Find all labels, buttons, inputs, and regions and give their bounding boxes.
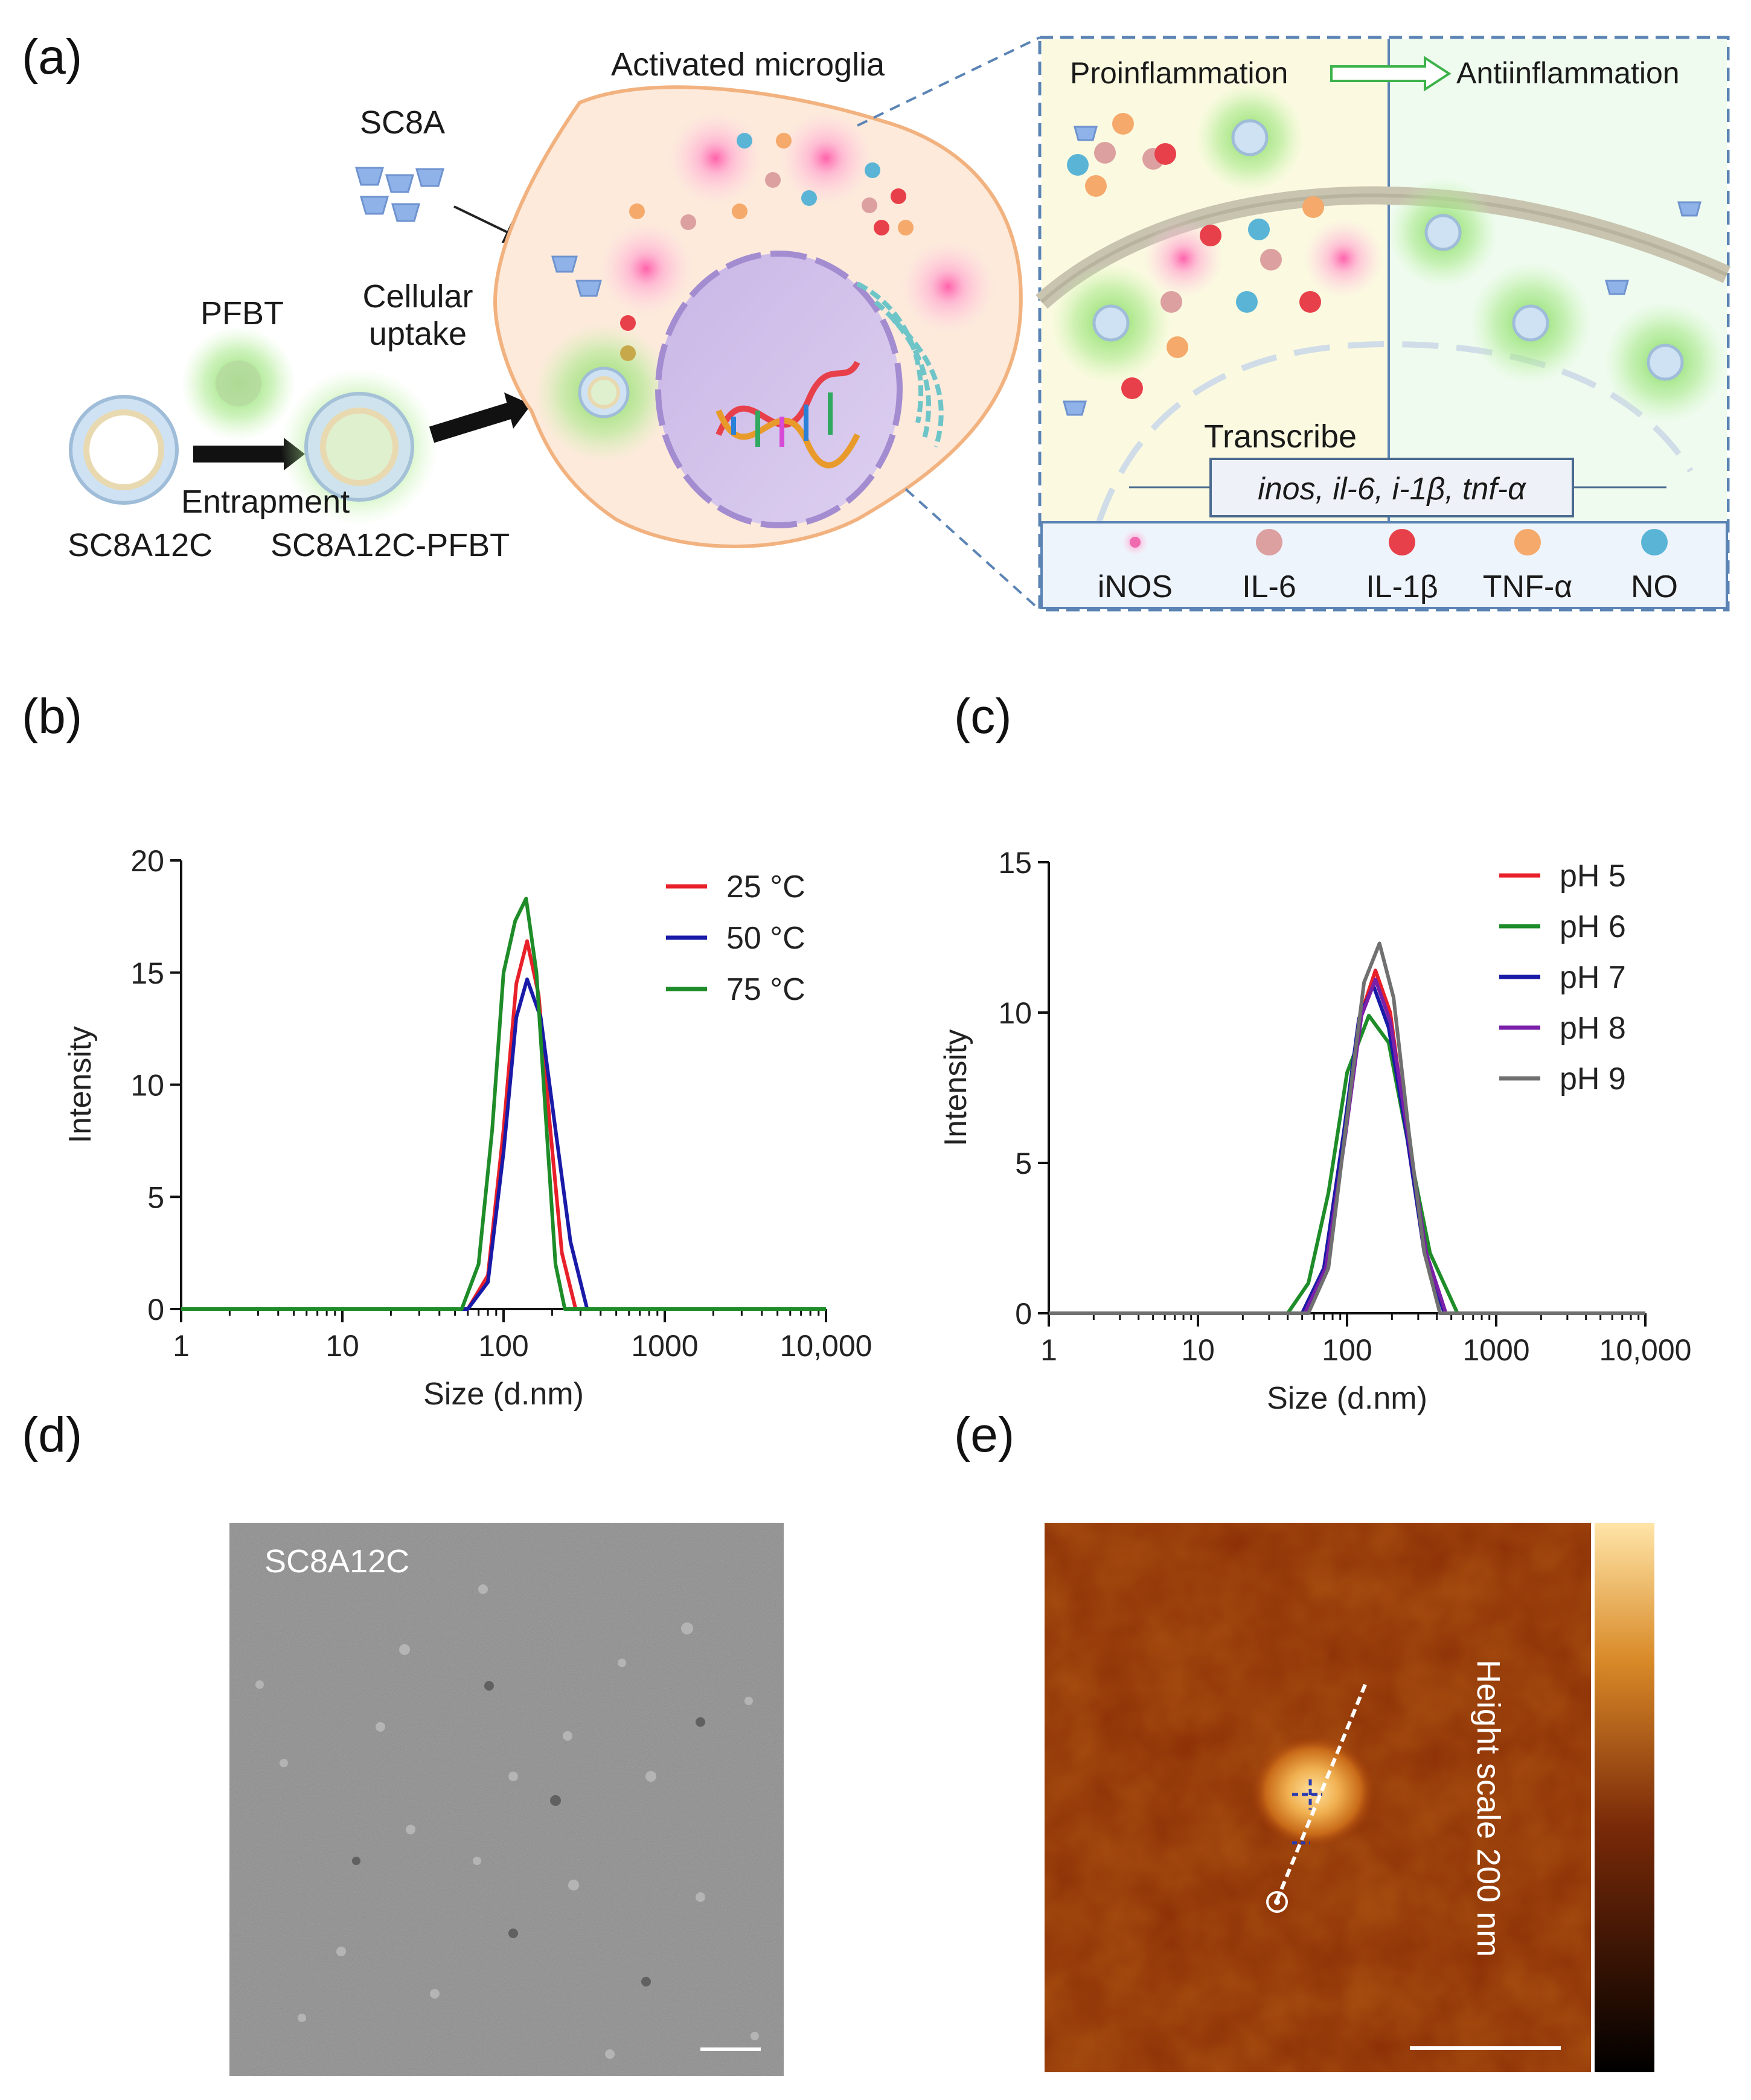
schematic-figure — [69, 36, 1731, 612]
uptake-arrow — [429, 402, 513, 443]
transcribe-label: Transcribe — [1204, 418, 1357, 455]
panel-label-d: (d) — [22, 1407, 83, 1462]
y-tick-label: 5 — [1015, 1147, 1032, 1180]
y-axis-label: Intensity — [63, 1026, 98, 1144]
panel-label-c: (c) — [954, 689, 1012, 744]
x-tick-label: 10,000 — [1599, 1333, 1692, 1367]
x-tick-label: 1 — [1040, 1333, 1057, 1367]
y-tick-label: 15 — [130, 956, 164, 990]
legend-label: 25 °C — [726, 869, 805, 904]
legend-label: 75 °C — [726, 972, 805, 1007]
chart-b-temperature: 0 5 10 15 20 1 10 100 1000 10,000 Size (d.nm) Inten… — [63, 844, 872, 1412]
y-tick-label: 0 — [1015, 1297, 1032, 1331]
sc8a12c-label: SC8A12C — [68, 527, 213, 563]
legend-inos: iNOS — [1097, 569, 1173, 604]
tem-label: SC8A12C — [264, 1543, 410, 1580]
antiinflammation-label: Antiinflammation — [1456, 56, 1680, 90]
panel-label-a: (a) — [22, 30, 83, 85]
cellular-uptake-line1: Cellular — [362, 278, 473, 315]
panel-label-b: (b) — [22, 689, 83, 744]
x-tick-label: 1000 — [1462, 1333, 1529, 1367]
afm-height-colorbar — [1594, 1523, 1654, 2072]
x-tick-label: 10 — [325, 1329, 359, 1363]
series-line-ph-8 — [1049, 978, 1645, 1315]
pfbt-particle — [181, 326, 296, 441]
cellular-uptake-line2: uptake — [368, 316, 467, 352]
chart-c-ph: 0 5 10 15 1 10 100 1000 10,000 Size (d.nm) Intensi… — [938, 846, 1692, 1416]
gene-list-label: inos, il-6, i-1β, tnf-α — [1258, 472, 1526, 507]
legend-il6: IL-6 — [1242, 569, 1296, 604]
panel-label-e: (e) — [954, 1407, 1015, 1462]
afm-profile-line — [1275, 1683, 1367, 1901]
y-tick-label: 0 — [147, 1293, 164, 1327]
proinflammation-label: Proinflammation — [1070, 56, 1288, 90]
sc8a12c-vesicle — [69, 395, 179, 505]
y-tick-label: 20 — [130, 844, 164, 878]
tem-image — [229, 1523, 784, 2076]
series-line-25-c — [181, 939, 826, 1311]
afm-scale-label: Height scale 200 nm — [1470, 1659, 1506, 1958]
legend-label: pH 5 — [1560, 859, 1626, 894]
activated-microglia-cell — [493, 85, 1023, 548]
series-line-ph-6 — [1049, 1014, 1645, 1315]
series-line-50-c — [181, 977, 826, 1311]
x-tick-label: 10,000 — [780, 1329, 872, 1363]
legend-label: pH 7 — [1560, 960, 1626, 995]
y-tick-label: 5 — [147, 1180, 164, 1214]
x-tick-label: 1 — [173, 1329, 190, 1363]
series-line-ph-7 — [1049, 984, 1645, 1315]
y-axis-label: Intensity — [938, 1029, 973, 1147]
y-tick-label: 15 — [998, 846, 1032, 880]
series-line-75-c — [181, 897, 826, 1311]
legend-label: pH 8 — [1560, 1011, 1626, 1046]
entrapment-label: Entrapment — [181, 484, 350, 520]
y-tick-label: 10 — [998, 996, 1032, 1030]
x-tick-label: 10 — [1181, 1333, 1215, 1367]
activated-microglia-label: Activated microglia — [611, 46, 885, 83]
sc8a-label: SC8A — [360, 104, 446, 141]
series-line-ph-5 — [1049, 968, 1645, 1315]
legend-label: pH 9 — [1560, 1061, 1626, 1096]
x-axis-label: Size (d.nm) — [423, 1377, 584, 1412]
legend-tnfa: TNF-α — [1482, 569, 1573, 604]
y-tick-label: 10 — [130, 1069, 164, 1103]
pfbt-label: PFBT — [200, 295, 284, 331]
x-tick-label: 100 — [478, 1329, 528, 1363]
sc8a12c-pfbt-label: SC8A12C-PFBT — [270, 527, 510, 563]
x-axis-label: Size (d.nm) — [1267, 1381, 1427, 1416]
cellular-uptake-label: Cellular uptake — [345, 278, 490, 353]
series-line-ph-9 — [1049, 941, 1645, 1315]
x-tick-label: 1000 — [631, 1329, 698, 1363]
legend-il1b: IL-1β — [1366, 569, 1438, 604]
legend-label: pH 6 — [1560, 909, 1626, 944]
sc8a12c-pfbt-vesicle — [281, 368, 438, 525]
zoom-inset — [1036, 36, 1731, 612]
pro-to-anti-arrow — [1330, 56, 1452, 92]
sc8a-molecules — [355, 167, 444, 222]
legend-no: NO — [1631, 569, 1678, 604]
afm-image — [1045, 1523, 1654, 2072]
legend-label: 50 °C — [726, 921, 805, 956]
x-tick-label: 100 — [1322, 1333, 1372, 1367]
